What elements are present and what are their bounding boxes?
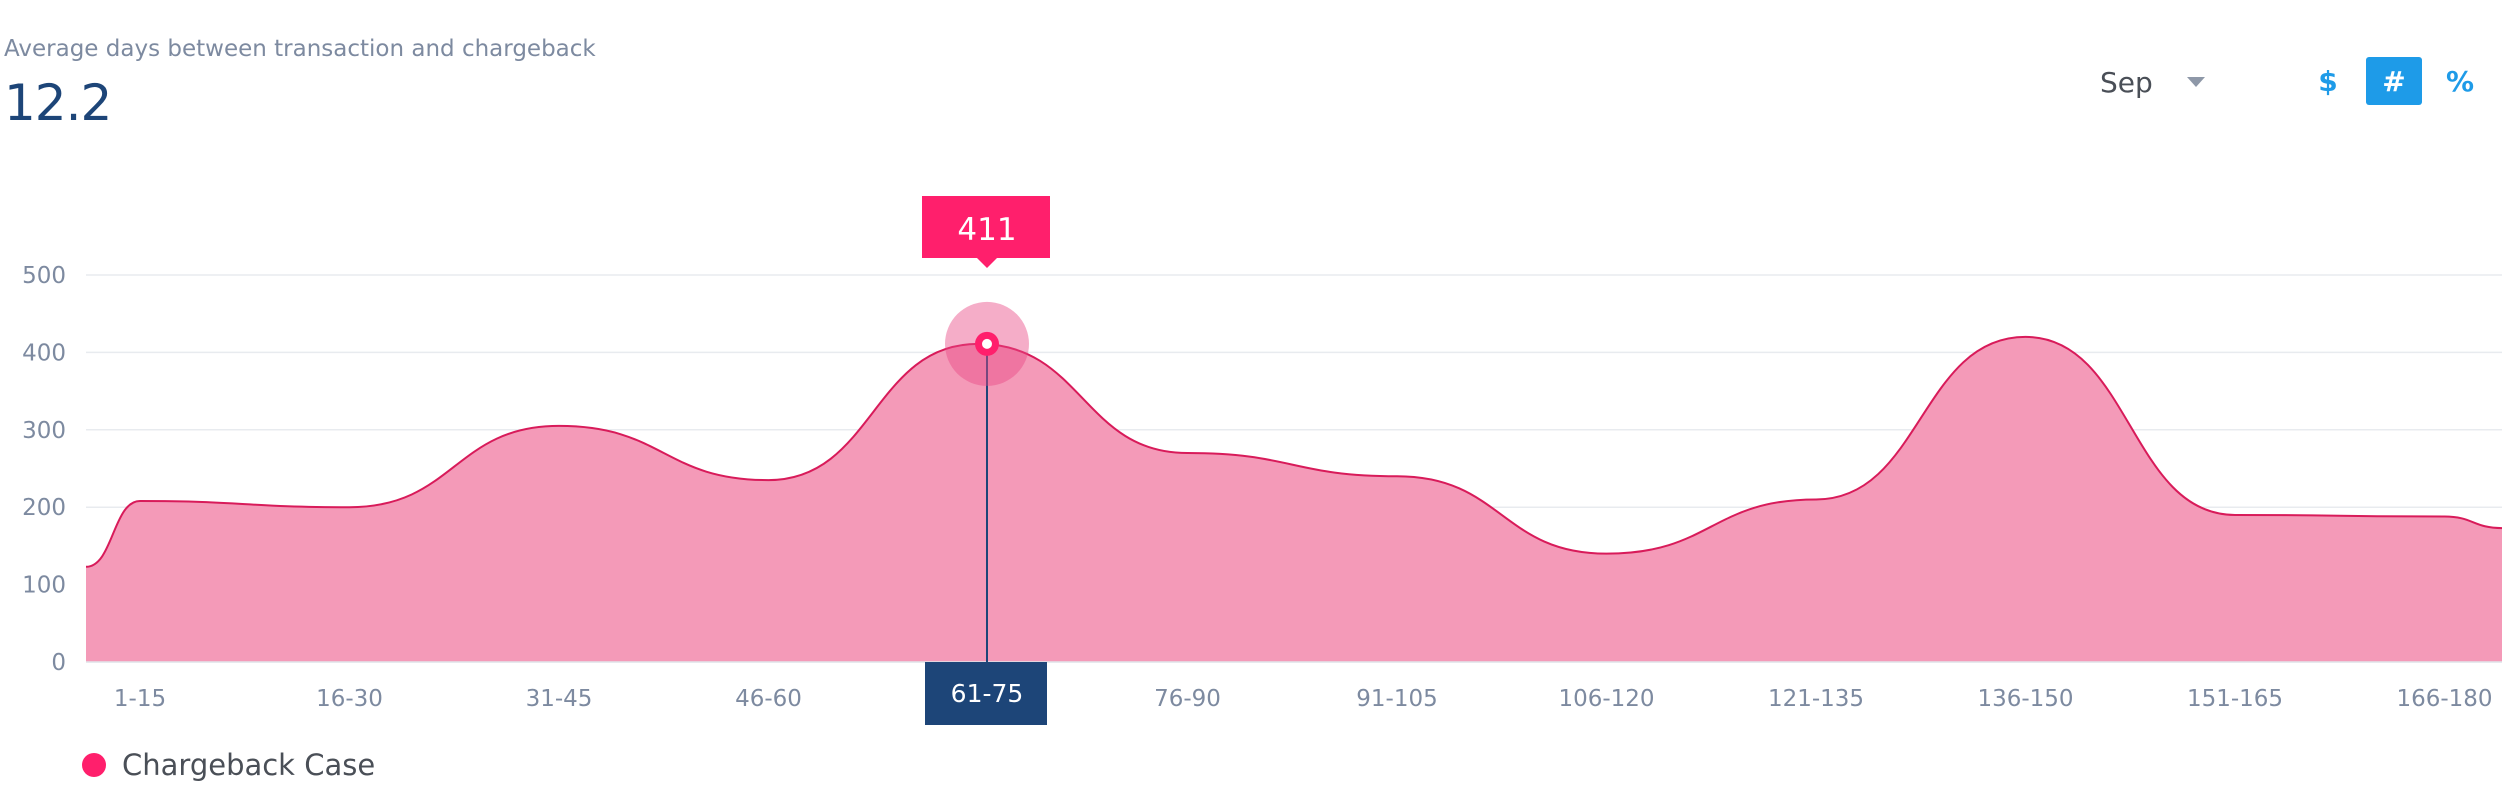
- month-dropdown-value: Sep: [2100, 65, 2153, 99]
- y-tick-label: 200: [22, 495, 66, 521]
- x-tick-label: 151-165: [2187, 686, 2283, 712]
- currency-mode-button[interactable]: $: [2318, 64, 2338, 98]
- x-tick-label: 91-105: [1356, 686, 1437, 712]
- category-tooltip-label: 61-75: [951, 679, 1024, 708]
- series-area: [86, 336, 2502, 662]
- y-tick-label: 400: [22, 340, 66, 366]
- value-tooltip-pointer: [977, 258, 997, 268]
- metric-label: Average days between transaction and cha…: [4, 36, 596, 62]
- value-tooltip: [922, 196, 1050, 258]
- chart-legend: Chargeback Case: [82, 748, 375, 782]
- metric-value: 12.2: [4, 74, 112, 132]
- data-point-center: [982, 338, 992, 349]
- x-tick-label: 121-135: [1768, 686, 1864, 712]
- x-tick-label: 31-45: [526, 686, 593, 712]
- month-dropdown[interactable]: Sep: [2100, 60, 2205, 104]
- x-tick-label: 16-30: [316, 686, 383, 712]
- y-tick-label: 100: [22, 573, 66, 599]
- series-line: [85, 335, 2502, 568]
- chevron-down-icon: [2186, 77, 2205, 87]
- y-tick-label: 300: [22, 418, 66, 444]
- y-tick-label: 500: [22, 263, 66, 289]
- x-tick-label: 106-120: [1558, 686, 1654, 712]
- y-tick-label: 0: [51, 650, 66, 676]
- x-tick-label: 1-15: [114, 686, 166, 712]
- x-tick-label: 46-60: [735, 686, 802, 712]
- x-tick-label: 136-150: [1977, 686, 2073, 712]
- value-tooltip-label: 411: [957, 212, 1016, 248]
- x-tick-label: 76-90: [1154, 686, 1221, 712]
- display-mode-toggle: $ # %: [2300, 57, 2488, 105]
- percent-mode-button[interactable]: %: [2445, 64, 2475, 98]
- legend-marker: [82, 753, 106, 777]
- count-mode-button[interactable]: #: [2366, 57, 2422, 105]
- x-tick-label: 166-180: [2396, 686, 2492, 712]
- category-tooltip: [925, 662, 1047, 725]
- legend-label: Chargeback Case: [122, 748, 376, 782]
